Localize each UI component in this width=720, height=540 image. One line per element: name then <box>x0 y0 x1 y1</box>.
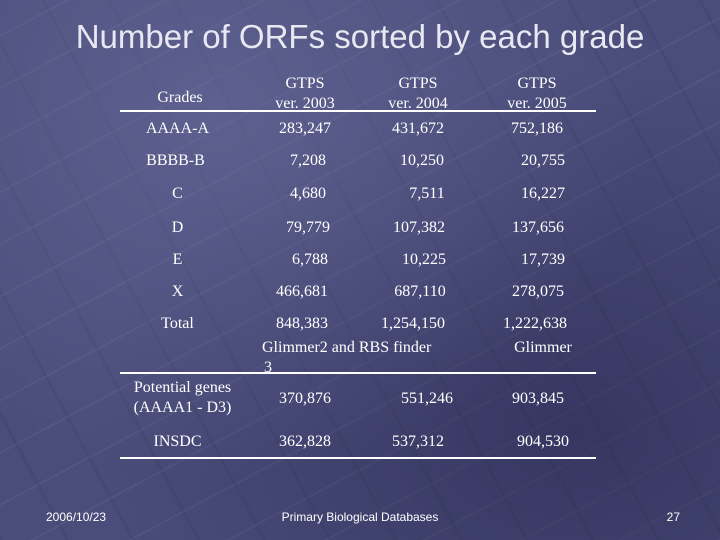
row-grade-label: X <box>171 283 184 300</box>
header-gtps-2003-line1: GTPS <box>285 75 325 92</box>
header-gtps-2003-line2: ver. 2003 <box>275 95 335 112</box>
row-value-2003: 466,681 <box>276 283 328 300</box>
row-value-2004: 431,672 <box>392 120 444 137</box>
row-value-2003: 79,779 <box>286 219 330 236</box>
insdc-value-2005: 904,530 <box>517 433 569 450</box>
insdc-label: INSDC <box>153 433 202 450</box>
total-value-2003: 848,383 <box>276 315 328 332</box>
footer-date: 2006/10/23 <box>46 510 107 524</box>
header-gtps-2004-line1: GTPS <box>398 75 438 92</box>
potential-value-2003: 370,876 <box>279 390 331 407</box>
subheader-glimmer: Glimmer <box>514 339 572 356</box>
insdc-value-2004: 537,312 <box>392 433 444 450</box>
row-value-2005: 16,227 <box>521 185 565 202</box>
row-value-2004: 107,382 <box>393 219 445 236</box>
header-gtps-2005: GTPS ver. 2005 <box>482 74 592 114</box>
potential-genes-label: Potential genes (AAAA1 - D3) <box>120 378 245 418</box>
page-number: 27 <box>666 510 680 524</box>
row-value-2003: 283,247 <box>279 120 331 137</box>
row-value-2004: 10,225 <box>402 251 446 268</box>
row-value-2005: 137,656 <box>512 219 564 236</box>
total-label: Total <box>161 315 194 332</box>
subheader-glimmer2-rbs: Glimmer2 and RBS finder <box>262 339 432 356</box>
potential-genes-label-line2: (AAAA1 - D3) <box>133 399 232 416</box>
total-value-2005: 1,222,638 <box>503 315 567 332</box>
row-value-2005: 278,075 <box>512 283 564 300</box>
slide-title: Number of ORFs sorted by each grade <box>75 18 645 55</box>
row-grade-label: D <box>171 219 184 236</box>
row-value-2004: 10,250 <box>400 152 444 169</box>
row-value-2005: 20,755 <box>521 152 565 169</box>
row-grade-label: BBBB-B <box>146 152 205 169</box>
potential-value-2005: 903,845 <box>512 390 564 407</box>
row-value-2004: 7,511 <box>409 185 445 202</box>
row-value-2003: 4,680 <box>290 185 326 202</box>
row-value-2005: 17,739 <box>521 251 565 268</box>
row-value-2003: 6,788 <box>292 251 328 268</box>
row-grade-label: C <box>172 185 183 202</box>
bottom-rule <box>120 457 596 459</box>
header-grades: Grades <box>157 89 203 106</box>
potential-genes-label-line1: Potential genes <box>133 379 232 396</box>
row-grade-label: E <box>172 251 183 268</box>
row-value-2004: 687,110 <box>394 283 446 300</box>
header-gtps-2005-line1: GTPS <box>517 75 557 92</box>
row-value-2005: 752,186 <box>511 120 563 137</box>
row-value-2003: 7,208 <box>290 152 326 169</box>
footer-title: Primary Biological Databases <box>281 510 439 524</box>
subheader-rule <box>120 372 596 374</box>
subheader-glimmer2-rbs-wrap: 3 <box>264 359 272 376</box>
header-rule <box>120 110 596 112</box>
row-grade-label: AAAA-A <box>145 120 210 137</box>
header-gtps-2005-line2: ver. 2005 <box>507 95 567 112</box>
total-value-2004: 1,254,150 <box>381 315 445 332</box>
header-gtps-2004: GTPS ver. 2004 <box>363 74 473 114</box>
header-gtps-2004-line2: ver. 2004 <box>388 95 448 112</box>
insdc-value-2003: 362,828 <box>279 433 331 450</box>
potential-value-2004: 551,246 <box>401 390 453 407</box>
header-gtps-2003: GTPS ver. 2003 <box>250 74 360 114</box>
